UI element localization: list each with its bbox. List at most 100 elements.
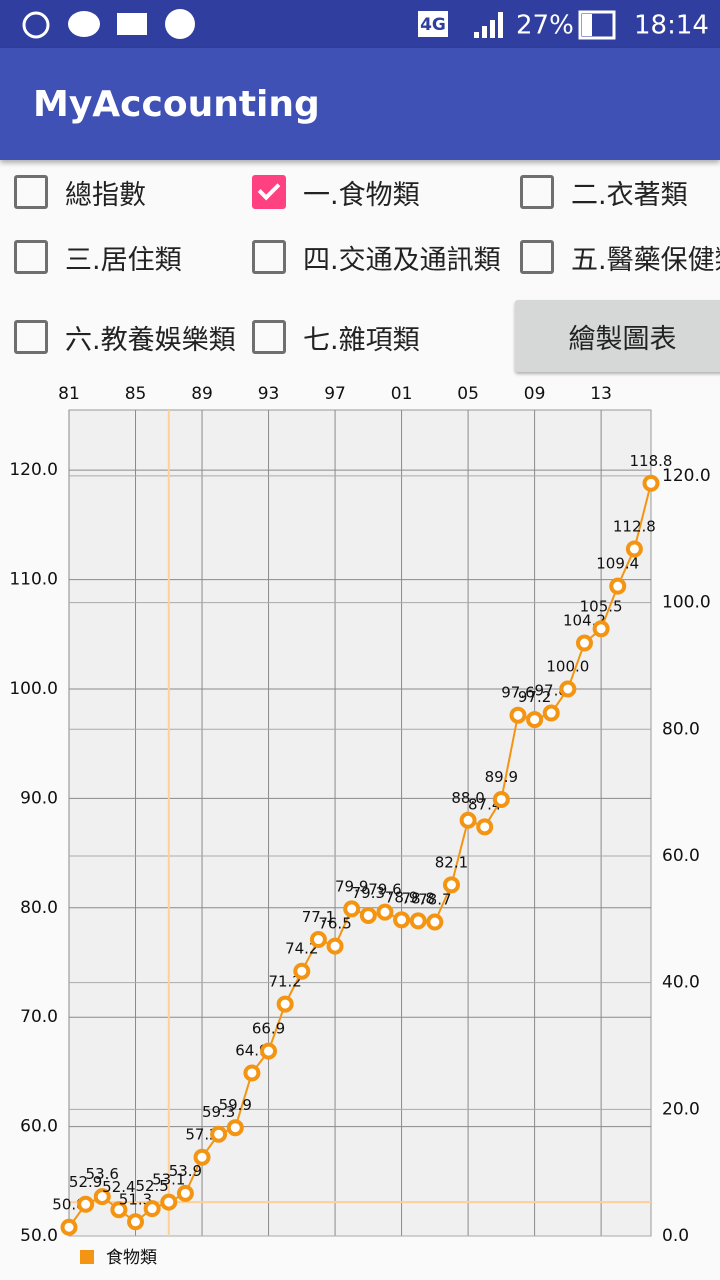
checkbox-box[interactable] <box>14 175 48 209</box>
checkbox-box[interactable] <box>520 240 554 274</box>
data-point <box>243 1064 261 1082</box>
data-point <box>326 937 344 955</box>
legend-swatch <box>80 1250 94 1264</box>
y2-tick-label: 40.0 <box>662 973 700 993</box>
x-tick-label: 97 <box>324 384 346 404</box>
x-tick-label: 01 <box>391 384 413 404</box>
checkbox-box[interactable] <box>520 175 554 209</box>
checkbox[interactable]: 一.食物類 <box>252 167 420 217</box>
data-label: 79.6 <box>368 881 401 899</box>
x-tick-label: 05 <box>457 384 479 404</box>
data-point <box>625 540 643 558</box>
data-point <box>343 900 361 918</box>
plot-area <box>68 409 652 1237</box>
data-label: 78.8 <box>401 889 434 907</box>
x-tick-label: 81 <box>58 384 80 404</box>
data-label: 118.8 <box>630 452 673 470</box>
line-icon <box>68 11 100 37</box>
status-icons: 4G 27% 18:14 <box>22 9 709 41</box>
data-point <box>592 620 610 638</box>
checkbox-box[interactable] <box>14 320 48 354</box>
network-badge <box>418 11 448 37</box>
data-point <box>542 704 560 722</box>
y2-tick-label: 0.0 <box>662 1226 689 1246</box>
data-point <box>276 995 294 1013</box>
data-point <box>442 876 460 894</box>
checkbox-label: 五.醫藥保健類 <box>571 244 720 276</box>
checkbox-box[interactable] <box>252 240 286 274</box>
y2-tick-label: 100.0 <box>662 593 711 613</box>
y-tick-label: 120.0 <box>9 460 58 480</box>
data-point <box>93 1188 111 1206</box>
data-label: 109.4 <box>596 555 639 573</box>
data-point <box>459 811 477 829</box>
checkbox-label: 二.衣著類 <box>571 179 688 211</box>
data-label: 97.6 <box>501 684 534 702</box>
data-point <box>409 912 427 930</box>
data-label: 52.9 <box>69 1173 102 1191</box>
checkbox[interactable]: 三.居住類 <box>14 232 182 282</box>
data-label: 53.6 <box>86 1165 119 1183</box>
checkbox-label: 七.雜項類 <box>303 324 420 356</box>
data-point <box>559 680 577 698</box>
legend-label: 食物類 <box>106 1248 157 1268</box>
battery-level <box>582 14 592 36</box>
data-label: 82.1 <box>435 853 468 871</box>
data-point <box>260 1042 278 1060</box>
y2-tick-label: 80.0 <box>662 719 700 739</box>
checkbox[interactable]: 五.醫藥保健類 <box>520 232 720 282</box>
status-bar: 4G 27% 18:14 <box>0 0 720 48</box>
data-label: 105.5 <box>580 597 623 615</box>
data-label: 52.5 <box>135 1177 168 1195</box>
checkbox-box[interactable] <box>14 240 48 274</box>
data-label: 77.1 <box>302 908 335 926</box>
data-point <box>193 1148 211 1166</box>
data-label: 79.9 <box>335 877 368 895</box>
data-point <box>226 1119 244 1137</box>
checkbox[interactable]: 總指數 <box>14 167 146 217</box>
data-label: 53.9 <box>169 1162 202 1180</box>
y-tick-label: 70.0 <box>20 1007 58 1027</box>
data-point <box>160 1193 178 1211</box>
messenger-icon <box>165 9 195 39</box>
data-label: 89.9 <box>485 768 518 786</box>
data-point <box>426 913 444 931</box>
data-label: 78.7 <box>418 891 451 909</box>
data-label: 52.4 <box>102 1178 135 1196</box>
y-tick-label: 100.0 <box>9 679 58 699</box>
x-tick-label: 89 <box>191 384 213 404</box>
checkbox-box[interactable] <box>252 175 286 209</box>
checkbox[interactable]: 二.衣著類 <box>520 167 688 217</box>
checkbox[interactable]: 四.交通及通訊類 <box>252 232 501 282</box>
checkbox[interactable]: 六.教養娛樂類 <box>14 312 236 362</box>
checkbox-label: 六.教養娛樂類 <box>65 324 236 356</box>
data-label: 88.0 <box>451 789 484 807</box>
data-label: 100.0 <box>546 657 589 675</box>
data-point <box>127 1213 145 1231</box>
y-tick-label: 60.0 <box>20 1117 58 1137</box>
data-label: 50.8 <box>52 1196 85 1214</box>
data-point <box>575 634 593 652</box>
checkbox[interactable]: 七.雜項類 <box>252 312 420 362</box>
y-tick-label: 110.0 <box>9 570 58 590</box>
data-point <box>210 1125 228 1143</box>
checkbox-box[interactable] <box>252 320 286 354</box>
time: 18:14 <box>634 11 709 41</box>
data-point <box>60 1218 78 1236</box>
data-label: 97.2 <box>518 688 551 706</box>
data-point <box>143 1200 161 1218</box>
y2-tick-label: 120.0 <box>662 466 711 486</box>
y-tick-label: 90.0 <box>20 788 58 808</box>
data-label: 71.2 <box>268 973 301 991</box>
app-bar: MyAccounting <box>0 48 720 160</box>
data-label: 76.5 <box>318 915 351 933</box>
data-point <box>110 1201 128 1219</box>
data-label: 79.3 <box>352 884 385 902</box>
y2-tick-label: 60.0 <box>662 846 700 866</box>
y-tick-label: 50.0 <box>20 1226 58 1246</box>
data-label: 112.8 <box>613 517 656 535</box>
data-point <box>509 706 527 724</box>
checkbox-label: 一.食物類 <box>303 179 420 211</box>
draw-button[interactable]: 繪製圖表 <box>515 300 720 372</box>
